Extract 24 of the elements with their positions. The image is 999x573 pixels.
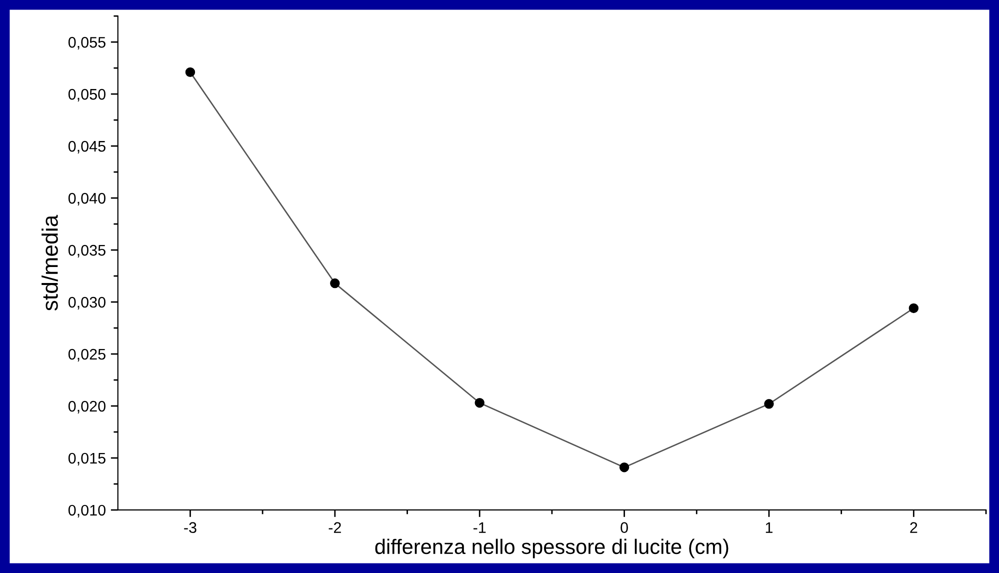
y-tick-label: 0,040: [68, 192, 106, 206]
x-tick-label: -2: [328, 522, 341, 533]
point: [185, 67, 196, 78]
y-axis-title: std/media: [42, 214, 58, 311]
point: [908, 303, 919, 314]
x-tick-label: -1: [473, 522, 486, 533]
y-tick-label: 0,010: [68, 504, 106, 518]
y-tick-label: 0,035: [68, 244, 106, 258]
y-tick-label: 0,030: [68, 296, 106, 310]
y-tick-label: 0,045: [68, 140, 106, 154]
y-tick-label: 0,050: [68, 88, 106, 102]
y-tick-label: 0,020: [68, 400, 106, 414]
x-tick-label: -3: [184, 522, 196, 533]
point: [330, 278, 340, 288]
x-tick-label: 1: [766, 522, 772, 533]
y-tick-label: 0,055: [68, 36, 106, 50]
point: [764, 399, 774, 409]
x-tick-label: 2: [910, 522, 918, 533]
point: [619, 462, 630, 472]
x-tick-label: 0: [620, 522, 628, 533]
y-tick-label: 0,015: [68, 452, 106, 466]
x-axis-title: differenza nello spessore di lucite (cm): [375, 538, 728, 558]
point: [474, 398, 484, 408]
y-tick-label: 0,025: [68, 348, 106, 362]
